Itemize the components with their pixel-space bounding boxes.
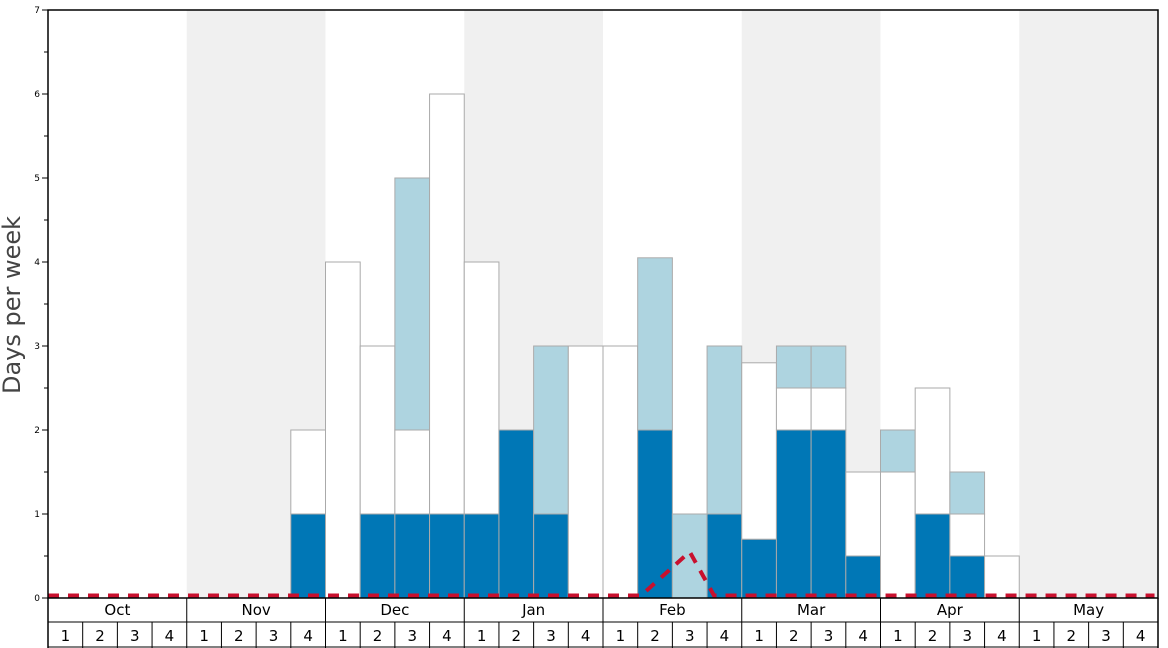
bar-segment — [463, 513, 500, 599]
y-tick-label: 0 — [34, 594, 40, 604]
bar-segment — [810, 429, 847, 599]
bar-segment — [949, 513, 986, 557]
bar-segment — [567, 345, 604, 599]
bar-segment — [359, 345, 396, 515]
week-label: 2 — [373, 627, 383, 645]
week-label: 1 — [616, 627, 626, 645]
week-label: 2 — [95, 627, 105, 645]
week-label: 3 — [824, 627, 834, 645]
bar-segment — [706, 513, 743, 599]
bar-segment — [463, 261, 500, 515]
bar-segment — [637, 257, 673, 431]
y-tick-label: 3 — [34, 342, 40, 352]
y-tick-label: 5 — [34, 174, 40, 184]
month-label: Jan — [521, 601, 545, 619]
bar-segment — [880, 471, 916, 599]
bar-segment — [845, 471, 881, 557]
bar-segment — [984, 555, 1020, 599]
bar-segment — [533, 345, 569, 515]
week-label: 4 — [1136, 627, 1146, 645]
week-label: 2 — [650, 627, 660, 645]
bar-segment — [498, 429, 535, 599]
week-label: 4 — [997, 627, 1007, 645]
bar-segment — [394, 429, 431, 515]
y-tick-label: 4 — [34, 258, 40, 268]
bars-layer — [290, 93, 1020, 599]
bar-segment — [325, 261, 361, 599]
week-label: 3 — [407, 627, 417, 645]
month-label: Nov — [241, 601, 270, 619]
week-label: 1 — [199, 627, 209, 645]
bar-segment — [775, 345, 812, 389]
week-label: 4 — [442, 627, 452, 645]
week-label: 1 — [1032, 627, 1042, 645]
bar-segment — [394, 513, 431, 599]
bar-segment — [602, 345, 639, 599]
week-label: 2 — [928, 627, 938, 645]
bar-segment — [359, 513, 396, 599]
month-label: May — [1073, 601, 1104, 619]
week-label: 3 — [685, 627, 695, 645]
month-label: Mar — [797, 601, 826, 619]
bar-segment — [533, 513, 569, 599]
month-label: Dec — [380, 601, 409, 619]
month-label: Oct — [104, 601, 130, 619]
bar-segment — [810, 345, 847, 389]
bar-segment — [914, 513, 951, 599]
week-label: 2 — [234, 627, 244, 645]
bar-segment — [741, 362, 777, 540]
bar-segment — [880, 429, 916, 473]
bar-segment — [810, 387, 847, 431]
month-shading-layer — [186, 10, 1158, 598]
week-label: 3 — [962, 627, 972, 645]
bar-segment — [949, 471, 986, 515]
axes-layer: 0 1 2 3 4 5 6 7 Oct 1 2 3 4 Nov 1 2 3 4 Dec 1 2 3 4 Jan 1 2 3 4 Feb 1… — [34, 6, 1159, 648]
week-label: 1 — [754, 627, 764, 645]
week-label: 3 — [269, 627, 279, 645]
y-tick-label: 6 — [34, 90, 40, 100]
week-label: 4 — [720, 627, 730, 645]
bar-segment — [775, 429, 812, 599]
week-label: 4 — [581, 627, 591, 645]
bar-segment — [845, 555, 881, 599]
week-label: 4 — [303, 627, 313, 645]
bar-segment — [949, 555, 986, 599]
week-label: 2 — [512, 627, 522, 645]
bar-segment — [775, 387, 812, 431]
bar-segment — [290, 513, 326, 599]
month-label: Apr — [937, 601, 964, 619]
week-label: 2 — [789, 627, 799, 645]
bar-segment — [394, 177, 431, 431]
bar-segment — [429, 93, 465, 515]
y-tick-label: 1 — [34, 510, 40, 520]
week-label: 1 — [61, 627, 71, 645]
bar-segment — [429, 513, 465, 599]
month-shade-may — [1019, 10, 1158, 598]
week-label: 4 — [858, 627, 868, 645]
bar-segment — [671, 513, 708, 599]
week-label: 1 — [477, 627, 487, 645]
week-label: 1 — [338, 627, 348, 645]
bar-segment — [706, 345, 743, 515]
y-tick-label: 2 — [34, 426, 40, 436]
week-label: 3 — [546, 627, 556, 645]
week-label: 2 — [1067, 627, 1077, 645]
bar-segment — [290, 429, 326, 515]
week-label: 1 — [893, 627, 903, 645]
week-label: 3 — [130, 627, 140, 645]
month-label: Feb — [659, 601, 686, 619]
bar-segment — [741, 538, 777, 599]
y-tick-label: 7 — [34, 6, 40, 16]
y-axis-label: Days per week — [0, 216, 26, 394]
week-label: 3 — [1101, 627, 1111, 645]
week-label: 4 — [165, 627, 175, 645]
bar-segment — [914, 387, 951, 515]
